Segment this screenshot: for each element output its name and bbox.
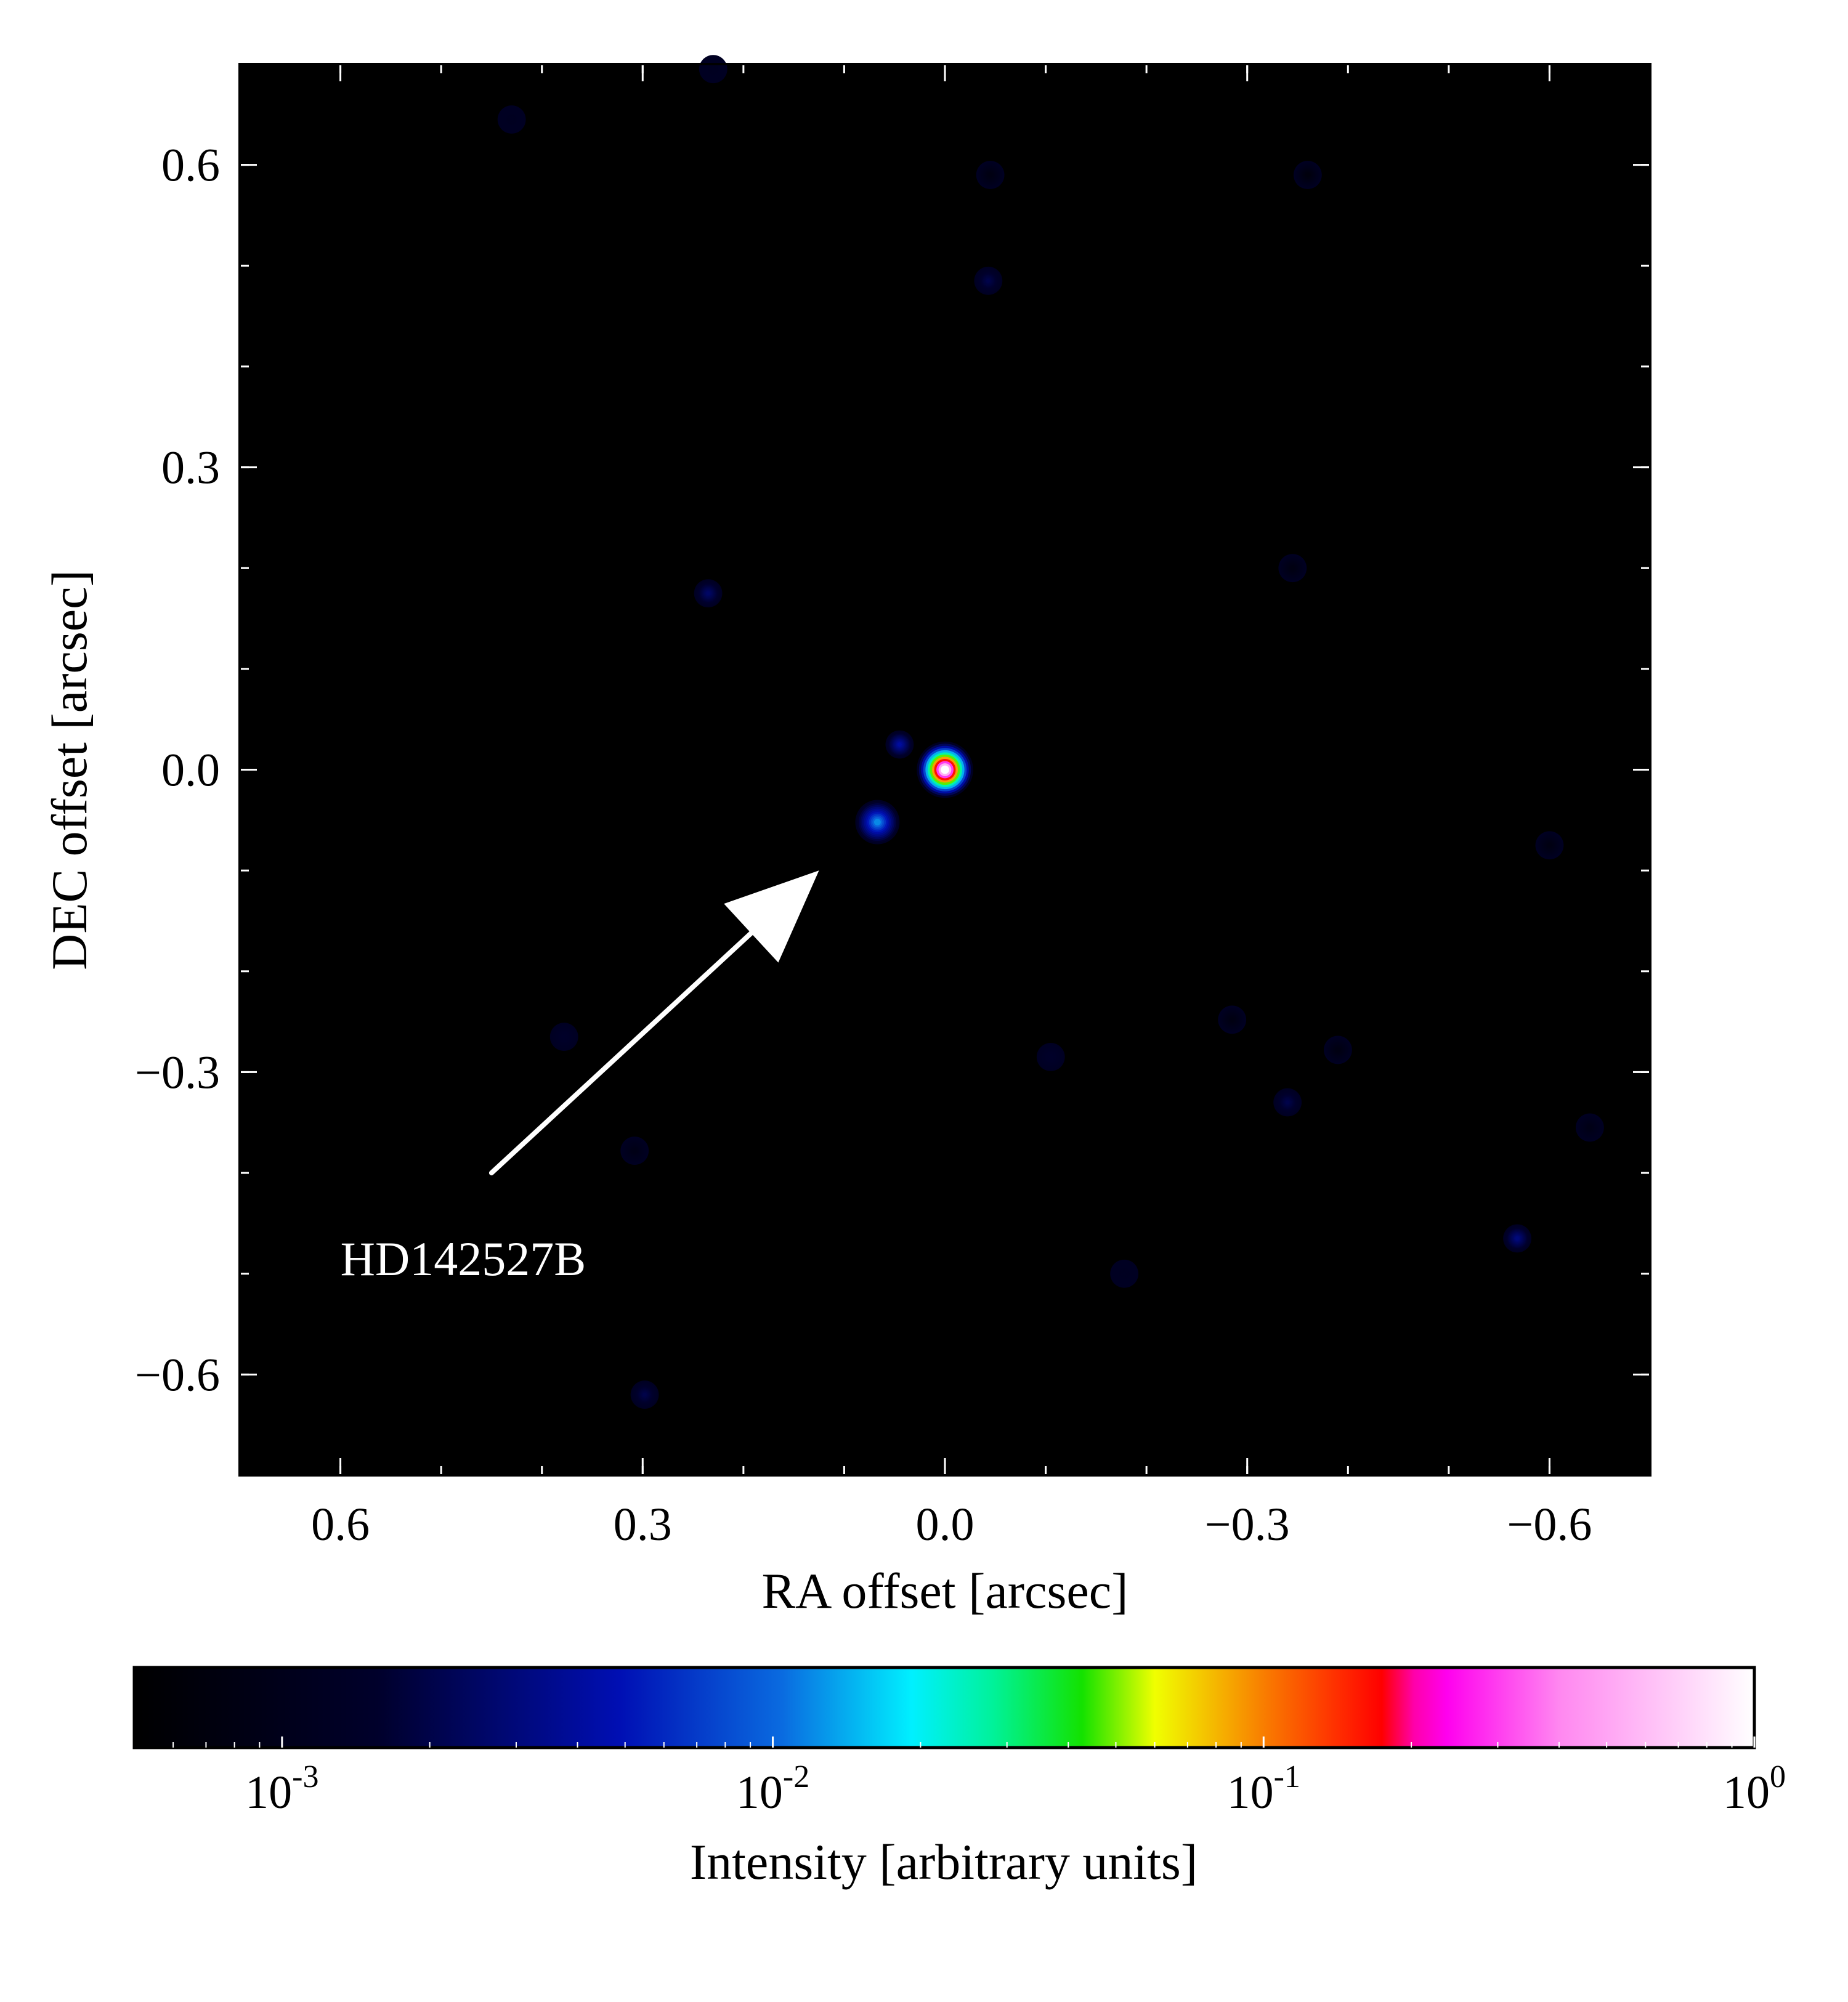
source-5	[630, 1380, 659, 1409]
y-tick-label: −0.3	[135, 1047, 220, 1098]
source-9-ring	[562, 1034, 567, 1039]
colorbar-ticks	[172, 1737, 1756, 1748]
annotation-layer: HD142527B	[341, 870, 819, 1286]
x-tick-label: 0.3	[614, 1499, 672, 1550]
colorbar-gradient	[132, 1666, 1756, 1749]
x-tick-label: −0.6	[1507, 1499, 1592, 1550]
x-axis-label: RA offset [arcsec]	[761, 1563, 1128, 1619]
colorbar-tick-label: 100	[1723, 1759, 1786, 1818]
colorbar-tick-labels: 10-3 10-2 10-1 100	[245, 1759, 1786, 1818]
annotation-arrow-shaft	[488, 926, 758, 1176]
y-tick-label: 0.3	[161, 442, 220, 494]
sources-layer	[497, 55, 1604, 1409]
colorbar-tick-label: 10-2	[736, 1759, 809, 1818]
source-6	[1503, 1224, 1531, 1253]
source-10	[1110, 1259, 1139, 1288]
colorbar-tick-label: 10-3	[245, 1759, 318, 1818]
source-8-ring	[1048, 1055, 1053, 1060]
colorbar-label: Intensity [arbitrary units]	[690, 1834, 1198, 1890]
annotation-label: HD142527B	[341, 1232, 586, 1286]
source-5-ring	[642, 1392, 647, 1397]
source-3-ring	[706, 591, 711, 596]
source-8	[1036, 1042, 1065, 1071]
source-1-ring	[874, 819, 881, 825]
source-2	[885, 730, 914, 759]
colorbar-tick-label: 10-1	[1227, 1759, 1300, 1818]
source-0-ring	[941, 765, 949, 774]
source-16	[620, 1137, 649, 1165]
source-12	[699, 55, 727, 84]
image-frame	[238, 63, 1651, 1477]
y-tick-label: −0.6	[135, 1349, 220, 1401]
source-15-ring	[1587, 1125, 1592, 1130]
source-18	[1293, 161, 1322, 189]
source-14	[1324, 1035, 1352, 1064]
source-2-ring	[897, 742, 902, 747]
source-9	[549, 1023, 578, 1052]
source-13-ring	[1290, 565, 1295, 570]
y-axis-label: DEC offset [arcsec]	[41, 570, 97, 970]
annotation-arrow-head	[724, 870, 819, 963]
source-17-ring	[988, 172, 993, 177]
source-20-ring	[1230, 1017, 1234, 1022]
y-tick-label: 0.0	[161, 745, 220, 796]
source-4-ring	[986, 278, 991, 283]
image-panel: HD142527B	[238, 55, 1651, 1477]
x-tick-label: 0.0	[916, 1499, 975, 1550]
source-12-ring	[711, 67, 716, 71]
y-tick-label: 0.6	[161, 140, 220, 192]
source-1	[855, 800, 900, 845]
x-tick-labels: 0.6 0.3 0.0 −0.3 −0.6	[311, 1499, 1592, 1550]
source-6-ring	[1515, 1236, 1520, 1241]
source-3	[694, 579, 723, 608]
y-tick-labels: 0.6 0.3 0.0 −0.3 −0.6	[135, 140, 220, 1401]
source-19	[1535, 831, 1564, 860]
source-17	[976, 161, 1005, 189]
source-11	[497, 105, 526, 134]
source-14-ring	[1335, 1047, 1340, 1052]
source-4	[974, 266, 1003, 295]
axis-ticks	[240, 64, 1650, 1475]
source-16-ring	[632, 1148, 637, 1153]
source-13	[1278, 554, 1307, 583]
source-0	[917, 741, 973, 798]
source-19-ring	[1547, 843, 1552, 848]
source-15	[1575, 1113, 1604, 1142]
colorbar: 10-3 10-2 10-1 100 Intensity [arbitrary uni…	[132, 1666, 1786, 1890]
source-7	[1273, 1088, 1302, 1117]
source-10-ring	[1122, 1271, 1127, 1276]
x-tick-label: −0.3	[1205, 1499, 1290, 1550]
source-18-ring	[1305, 172, 1310, 177]
source-11-ring	[509, 117, 514, 122]
x-tick-label: 0.6	[311, 1499, 370, 1550]
source-7-ring	[1285, 1100, 1290, 1104]
source-20	[1218, 1005, 1247, 1034]
